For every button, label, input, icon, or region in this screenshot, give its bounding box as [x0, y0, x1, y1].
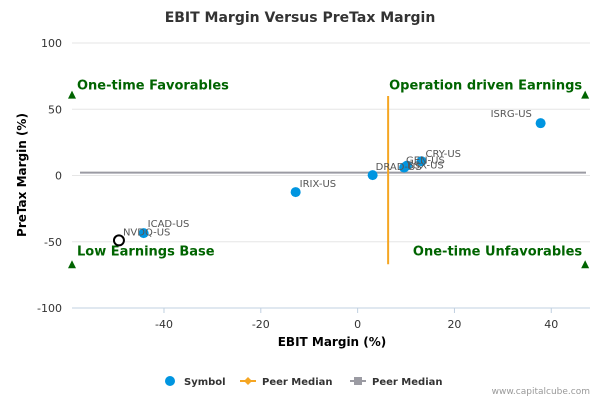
legend: Symbol Peer Median Peer Median	[165, 376, 443, 388]
quadrant-label: Low Earnings Base	[77, 244, 215, 259]
data-point	[367, 170, 378, 181]
quadrant-marker-icon	[68, 260, 76, 269]
legend-label: Symbol	[184, 377, 226, 388]
quadrant-label: One-time Unfavorables	[413, 244, 582, 259]
data-point	[416, 156, 427, 167]
x-tick-label: 20	[447, 318, 461, 331]
x-tick-label: -20	[252, 318, 270, 331]
credit-text: www.capitalcube.com	[492, 387, 590, 397]
y-tick-label: 0	[55, 170, 62, 183]
data-point-label: ICAD-US	[148, 219, 190, 230]
legend-label: Peer Median	[262, 377, 333, 388]
quadrant-marker-icon	[581, 260, 590, 269]
y-tick-label: 50	[48, 103, 62, 116]
quadrant-label: Operation driven Earnings	[389, 79, 582, 94]
data-point	[112, 234, 125, 247]
data-point-label: BSX-US	[407, 161, 444, 172]
x-tick-label: 40	[544, 318, 558, 331]
legend-label: Peer Median	[372, 377, 443, 388]
quadrant-marker-icon	[581, 90, 590, 99]
x-tick-label: 0	[354, 318, 361, 331]
data-point-label: ISRG-US	[491, 109, 532, 120]
data-point-label: NVDQ-US	[123, 227, 170, 238]
legend-diamond-icon	[244, 377, 252, 385]
y-tick-label: 100	[41, 37, 62, 50]
axes: 100 50 0 -50 -100 -40 -20 0 20 40	[37, 37, 590, 331]
y-axis-label: PreTax Margin (%)	[15, 113, 29, 237]
data-point	[138, 228, 149, 239]
peer-median-lines	[80, 96, 586, 265]
legend-square-icon	[354, 377, 362, 385]
quadrant-label: One-time Favorables	[77, 79, 229, 94]
data-point	[535, 118, 546, 129]
legend-symbol-icon	[165, 376, 175, 386]
chart-title: EBIT Margin Versus PreTax Margin	[165, 10, 436, 26]
data-point-label: GEN-US	[406, 156, 445, 167]
y-tick-label: -50	[44, 236, 62, 249]
quadrant-labels: One-time Favorables Operation driven Earn…	[68, 79, 590, 269]
x-tick-label: -40	[155, 318, 173, 331]
data-point-label: IRIX-US	[300, 179, 336, 190]
data-point-label: DRAD-US	[376, 162, 422, 173]
data-point	[290, 187, 301, 198]
data-point	[399, 162, 410, 173]
x-axis-label: EBIT Margin (%)	[278, 335, 387, 349]
y-tick-label: -100	[37, 302, 62, 315]
quadrant-marker-icon	[68, 90, 76, 99]
data-point-label: CRY-US	[426, 149, 462, 160]
